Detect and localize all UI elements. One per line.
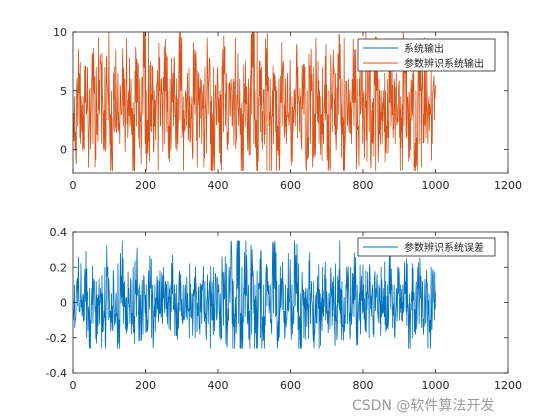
x-tick-label: 1000: [422, 379, 450, 392]
y-tick-label: 0.2: [50, 261, 68, 274]
x-tick-label: 600: [280, 179, 301, 192]
legend-label-system-output: 系统输出: [404, 42, 444, 55]
y-tick-label: 10: [53, 26, 67, 39]
top-subplot: 0 200 400 600 800 1000 1200 0 5 10 系统输出 参数辨识系统输出: [53, 26, 522, 192]
y-tick-label: 0: [60, 297, 67, 310]
bottom-plot-series: [72, 240, 436, 349]
x-tick-label: 1200: [494, 179, 522, 192]
bottom-axis-ticks: 0 200 400 600 800 1000 1200 -0.4 -0.2 0 0.2 0.4: [46, 226, 522, 392]
x-tick-label: 400: [208, 179, 229, 192]
watermark: CSDN @软件算法开发: [352, 398, 494, 414]
x-tick-label: 200: [135, 379, 156, 392]
top-legend: 系统输出 参数辨识系统输出: [357, 38, 496, 72]
y-tick-label: -0.2: [46, 332, 67, 345]
x-tick-label: 1000: [422, 179, 450, 192]
x-tick-label: 200: [135, 179, 156, 192]
x-tick-label: 1200: [494, 379, 522, 392]
top-legend-box: [357, 38, 496, 72]
x-tick-label: 800: [353, 179, 374, 192]
x-tick-label: 800: [353, 379, 374, 392]
x-tick-label: 0: [70, 179, 77, 192]
x-tick-label: 600: [280, 379, 301, 392]
x-tick-label: 400: [208, 379, 229, 392]
bottom-legend-box: [357, 237, 496, 257]
bottom-legend: 参数辨识系统误差: [357, 237, 496, 257]
y-tick-label: 0.4: [50, 226, 68, 239]
series-line-identification-error: [72, 240, 436, 349]
bottom-subplot: 0 200 400 600 800 1000 1200 -0.4 -0.2 0 0.2 0.4 参数辨…: [46, 226, 522, 392]
y-tick-label: 0: [60, 144, 67, 157]
legend-label-identified-output: 参数辨识系统输出: [404, 57, 484, 70]
y-tick-label: 5: [60, 85, 67, 98]
legend-label-identification-error: 参数辨识系统误差: [404, 241, 484, 254]
y-tick-label: -0.4: [46, 367, 67, 380]
x-tick-label: 0: [70, 379, 77, 392]
top-axis-ticks: 0 200 400 600 800 1000 1200 0 5 10: [53, 26, 522, 192]
